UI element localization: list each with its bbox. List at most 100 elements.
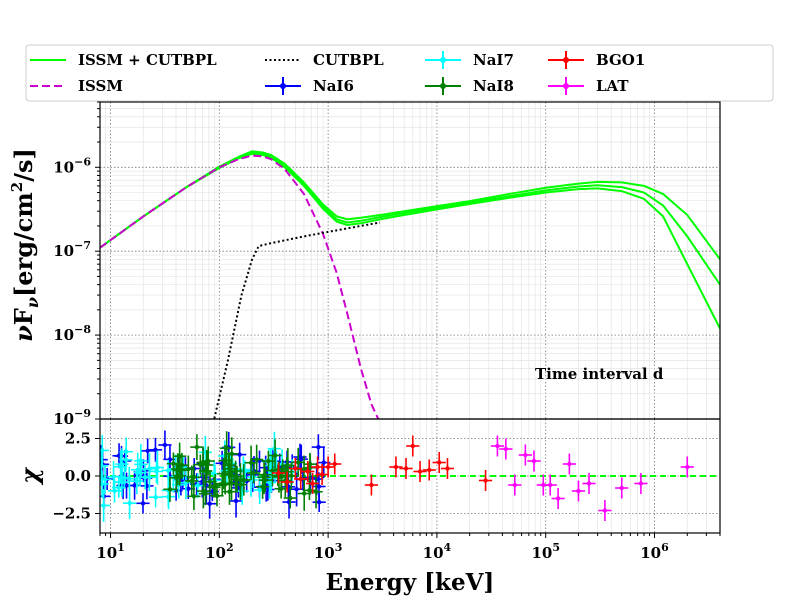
legend-item: ISSM + CUTBPL (30, 51, 217, 69)
model-curves (100, 150, 720, 419)
residual-point-nai8 (261, 475, 267, 480)
axis-ticks: −2.5 0.0 2.5 10−9 10−8 10−7 10−6 101 102 103 104 10… (52, 101, 721, 562)
residual-point-bgo1 (437, 460, 442, 465)
x-tick-label: 106 (640, 541, 669, 562)
residual-point-nai7 (119, 479, 125, 485)
residual-point-nai8 (288, 495, 293, 501)
residual-point-nai8 (296, 460, 301, 465)
residual-point-nai6 (145, 448, 150, 454)
residual-point-nai8 (201, 488, 206, 494)
residual-point-lat (548, 482, 553, 488)
legend-box (25, 44, 774, 102)
legend-item: ISSM (30, 77, 123, 95)
residual-point-nai6 (321, 460, 326, 465)
residual-point-nai8 (191, 494, 197, 499)
residual-point-lat (619, 485, 624, 491)
x-tick-label: 103 (314, 541, 343, 562)
residual-point-lat (638, 481, 644, 486)
residual-point-nai8 (171, 461, 176, 466)
residual-point-nai8 (270, 468, 275, 473)
residual-point-bgo1 (293, 466, 298, 471)
legend-swatch (440, 83, 446, 89)
residual-point-nai7 (153, 494, 158, 500)
x-tick-label: 105 (531, 541, 560, 562)
residual-point-bgo1 (410, 443, 415, 449)
residual-point-nai6 (299, 456, 304, 462)
residual-point-lat (567, 461, 572, 467)
residual-points (100, 430, 720, 522)
residual-point-lat (512, 482, 518, 488)
residual-point-nai8 (272, 453, 278, 458)
residual-point-nai6 (233, 498, 239, 504)
legend-swatch (563, 57, 569, 63)
residual-point-nai6 (237, 452, 242, 457)
x-tick-label: 101 (96, 541, 125, 562)
residual-point-bgo1 (325, 464, 331, 470)
residual-point-nai8 (229, 481, 234, 486)
curve-issm-cutbpl (100, 151, 720, 286)
flux-y-tick-label: 10−6 (53, 155, 91, 176)
residual-point-lat (555, 496, 561, 501)
residual-point-nai6 (132, 483, 137, 488)
y-axis-title-chi: χ (15, 467, 44, 486)
residual-point-nai8 (204, 462, 209, 468)
residual-point-lat (541, 482, 546, 488)
residual-point-nai6 (207, 501, 212, 506)
residual-point-nai8 (251, 470, 256, 476)
residual-point-nai8 (191, 475, 196, 480)
legend-item: BGO1 (548, 51, 645, 69)
residual-point-bgo1 (393, 464, 399, 470)
residual-point-bgo1 (310, 481, 315, 486)
residual-point-nai8 (254, 457, 259, 462)
curve-issm (100, 154, 380, 419)
residual-point-nai6 (316, 484, 322, 489)
residual-point-nai6 (162, 442, 168, 448)
residual-point-nai8 (186, 466, 191, 472)
residual-point-nai7 (138, 458, 144, 464)
residual-point-nai8 (167, 487, 173, 492)
residual-point-nai6 (294, 486, 299, 492)
legend-label: ISSM + CUTBPL (78, 51, 217, 69)
legend-swatch (563, 83, 569, 89)
flux-y-tick-label: 10−8 (53, 323, 91, 344)
legend-item: NaI8 (425, 77, 514, 95)
legend-label: CUTBPL (313, 51, 384, 69)
legend-item: NaI6 (265, 77, 354, 95)
residual-point-nai6 (140, 501, 146, 506)
residual-point-nai8 (233, 468, 238, 474)
flux-y-tick-label: 10−9 (53, 407, 91, 428)
legend-label: NaI7 (473, 51, 514, 69)
residual-point-nai8 (194, 444, 200, 450)
residual-point-nai7 (111, 474, 116, 479)
residual-point-bgo1 (332, 461, 337, 467)
residual-point-nai6 (316, 444, 321, 450)
residual-point-lat (576, 488, 581, 494)
time-interval-annotation: Time interval d (535, 365, 664, 383)
residual-point-lat (602, 508, 608, 513)
residual-point-nai8 (278, 486, 284, 491)
legend-swatch (440, 57, 446, 63)
legend-label: BGO1 (596, 51, 645, 69)
residual-point-nai8 (179, 462, 185, 468)
residual-point-nai7 (127, 500, 132, 506)
residual-point-nai6 (316, 500, 322, 505)
residual-y-tick-label: 0.0 (65, 467, 91, 485)
legend-label: LAT (596, 77, 629, 95)
residual-y-tick-label: 2.5 (65, 430, 91, 448)
legend-item: LAT (548, 77, 629, 95)
residual-point-nai8 (211, 485, 217, 490)
residual-point-nai8 (226, 466, 232, 471)
residual-point-nai7 (135, 467, 140, 473)
residual-point-nai8 (238, 478, 243, 483)
legend-item: CUTBPL (265, 51, 384, 69)
residual-point-nai7 (154, 469, 159, 474)
residual-point-lat (586, 481, 592, 486)
legend-swatch (280, 83, 286, 89)
residual-point-bgo1 (483, 478, 488, 483)
residual-point-nai8 (177, 453, 182, 459)
residual-point-nai8 (222, 458, 228, 463)
residual-point-nai8 (279, 473, 284, 479)
residual-point-nai7 (127, 476, 132, 481)
residual-y-tick-label: −2.5 (52, 505, 91, 523)
